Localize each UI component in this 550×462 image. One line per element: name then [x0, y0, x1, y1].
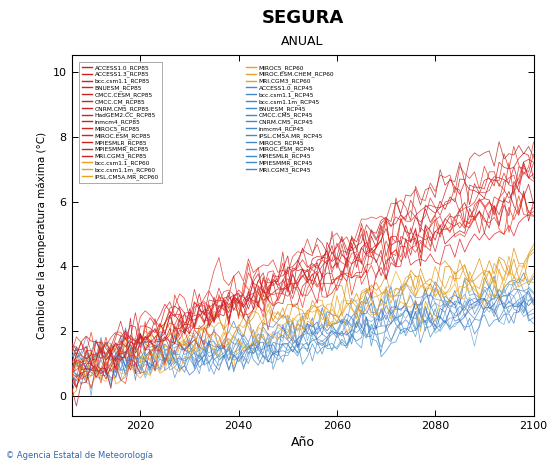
- Text: ANUAL: ANUAL: [281, 35, 324, 48]
- Y-axis label: Cambio de la temperatura máxima (°C): Cambio de la temperatura máxima (°C): [37, 132, 47, 339]
- Text: SEGURA: SEGURA: [261, 9, 344, 27]
- Text: © Agencia Estatal de Meteorología: © Agencia Estatal de Meteorología: [6, 451, 152, 460]
- Legend: MIROC5_RCP60, MIROC.ESM.CHEM_RCP60, MRI.CGM3_RCP60, ACCESS1.0_RCP45, bcc.csm1.1_: MIROC5_RCP60, MIROC.ESM.CHEM_RCP60, MRI.…: [243, 62, 337, 176]
- X-axis label: Año: Año: [290, 436, 315, 449]
